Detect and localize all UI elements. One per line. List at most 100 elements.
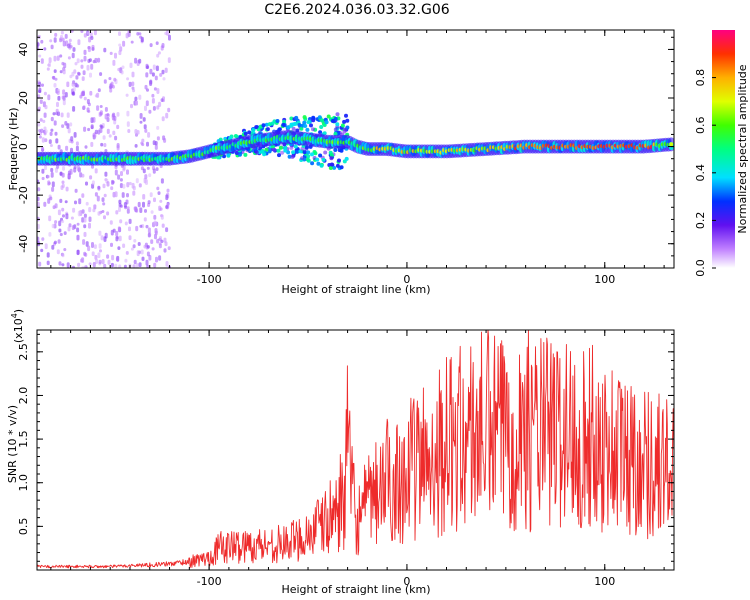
heatmap-cell <box>118 50 122 56</box>
snr-xlabel: Height of straight line (km) <box>281 583 430 596</box>
heatmap-cell <box>320 118 325 123</box>
heatmap-cell <box>130 40 134 44</box>
heatmap-cell <box>59 70 63 74</box>
heatmap-cell <box>302 150 307 155</box>
heatmap-cell <box>41 168 45 174</box>
snr-multiplier: (x104) <box>10 309 25 343</box>
heatmap-cell <box>80 30 84 34</box>
heatmap-cell <box>81 173 85 178</box>
heatmap-cell <box>44 164 47 171</box>
heatmap-cell <box>151 93 155 98</box>
heatmap-cell <box>106 128 110 134</box>
heatmap-cell <box>77 262 81 267</box>
heatmap-cell <box>131 71 135 78</box>
heatmap-cell <box>144 209 147 213</box>
heatmap-cell <box>133 259 137 265</box>
heatmap-cell <box>161 223 165 228</box>
heatmap-cell <box>65 186 69 192</box>
heatmap-cell <box>167 246 171 251</box>
heatmap-cell <box>134 57 138 64</box>
heatmap-cell <box>164 31 168 36</box>
heatmap-cell <box>76 234 80 241</box>
heatmap-cell <box>61 207 65 212</box>
heatmap-cell <box>332 165 337 170</box>
heatmap-cell <box>164 241 168 247</box>
heatmap-cell <box>310 161 315 166</box>
heatmap-cell <box>43 47 47 51</box>
heatmap-cell <box>106 254 110 259</box>
heatmap-cell <box>88 262 92 266</box>
heatmap-cell <box>299 126 304 131</box>
heatmap-cell <box>59 54 63 58</box>
y-tick-label: 1.0 <box>17 474 30 492</box>
heatmap-cell <box>154 221 158 226</box>
heatmap-cell <box>90 36 94 41</box>
y-tick-label: 1.5 <box>17 430 30 448</box>
heatmap-cell <box>116 112 120 117</box>
heatmap-cell <box>87 46 91 53</box>
heatmap-cell <box>147 132 151 138</box>
heatmap-cell <box>53 55 57 62</box>
heatmap-cell <box>142 201 145 208</box>
heatmap-cell <box>153 262 157 268</box>
heatmap-cell <box>113 115 117 121</box>
heatmap-cell <box>44 138 48 143</box>
heatmap-cell <box>148 254 152 261</box>
heatmap-cell <box>38 261 42 267</box>
heatmap-cell <box>333 116 338 121</box>
heatmap-cell <box>96 105 100 111</box>
heatmap-cell <box>121 192 125 198</box>
heatmap-cell <box>283 148 288 153</box>
heatmap-cell <box>149 68 153 75</box>
heatmap-cell <box>124 221 128 226</box>
heatmap-cell <box>77 71 80 76</box>
heatmap-cell <box>146 166 150 170</box>
heatmap-cell <box>80 258 83 263</box>
heatmap-cell <box>145 259 149 266</box>
heatmap-cell <box>139 35 143 39</box>
heatmap-cell <box>80 59 84 63</box>
heatmap-cell <box>83 265 87 268</box>
heatmap-cell <box>342 129 347 134</box>
heatmap-cell <box>98 230 102 236</box>
heatmap-cell <box>49 131 53 137</box>
heatmap-cell <box>326 114 331 119</box>
heatmap-cell <box>340 123 345 128</box>
heatmap-cell <box>132 88 136 93</box>
heatmap-cell <box>64 121 68 126</box>
heatmap-cell <box>73 132 77 138</box>
heatmap-cell <box>306 120 311 125</box>
heatmap-cell <box>63 248 67 252</box>
heatmap-cell <box>43 91 47 96</box>
y-tick-label: 2.0 <box>17 387 30 405</box>
heatmap-cell <box>96 195 100 202</box>
heatmap-cell <box>94 192 98 197</box>
heatmap-cell <box>64 33 68 39</box>
heatmap-cell <box>54 131 58 136</box>
colorbar-tick-label: 0.2 <box>694 212 707 230</box>
heatmap-cell <box>152 64 156 70</box>
heatmap-cell <box>50 128 54 132</box>
heatmap-cell <box>80 92 84 96</box>
heatmap-cell <box>38 54 42 58</box>
heatmap-cell <box>49 144 53 148</box>
snr-ylabel: SNR (10 * v/v) <box>6 405 19 483</box>
heatmap-cell <box>109 88 113 93</box>
heatmap-cell <box>83 231 87 237</box>
heatmap-cell <box>302 115 307 120</box>
heatmap-cell <box>85 241 89 247</box>
heatmap-cell <box>68 38 72 43</box>
heatmap-cell <box>66 262 70 268</box>
heatmap-cell <box>255 150 259 155</box>
heatmap-cells <box>37 30 674 268</box>
heatmap-cell <box>77 210 81 217</box>
heatmap-cell <box>91 251 95 257</box>
heatmap-cell <box>93 30 97 36</box>
heatmap-cell <box>38 87 42 93</box>
heatmap-cell <box>114 191 118 198</box>
x-tick-label: -100 <box>197 575 222 588</box>
heatmap-cell <box>94 168 98 174</box>
heatmap-cell <box>161 43 165 49</box>
heatmap-cell <box>67 127 71 134</box>
heatmap-cell <box>90 63 94 70</box>
